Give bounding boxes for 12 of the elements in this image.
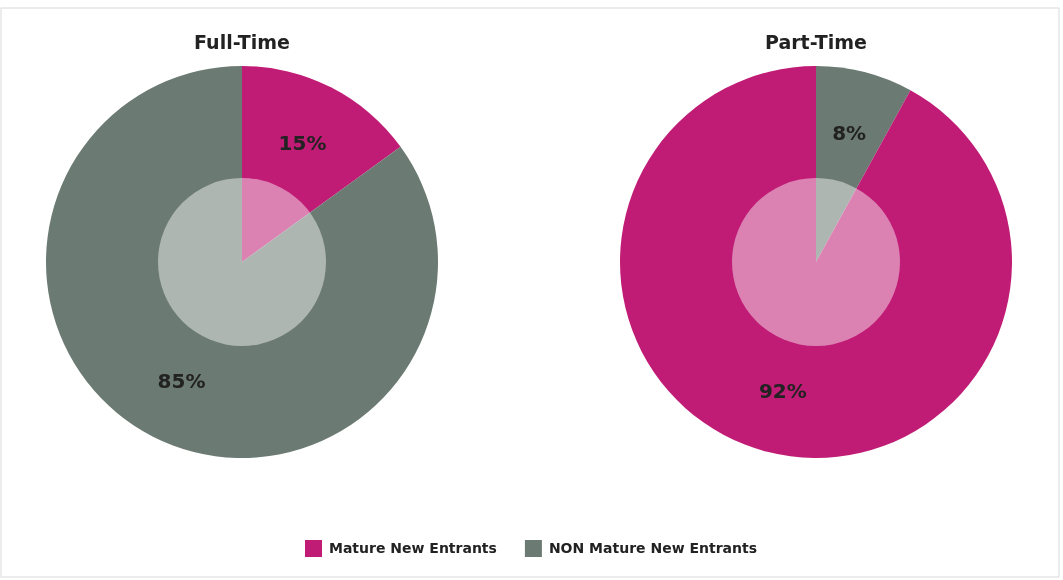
data-label: 85% [157,368,206,393]
legend-label: Mature New Entrants [328,540,497,556]
pie-slice [242,66,401,262]
chart-title: Full-Time [194,31,290,53]
data-label: 92% [758,379,807,404]
data-label: 8% [832,120,867,145]
legend-label: NON Mature New Entrants [548,540,758,556]
chart-title: Part-Time [765,31,867,53]
pie-slice [816,66,911,262]
pie-slice [46,66,438,458]
pie-slice [620,66,1012,458]
data-label: 15% [278,131,327,156]
